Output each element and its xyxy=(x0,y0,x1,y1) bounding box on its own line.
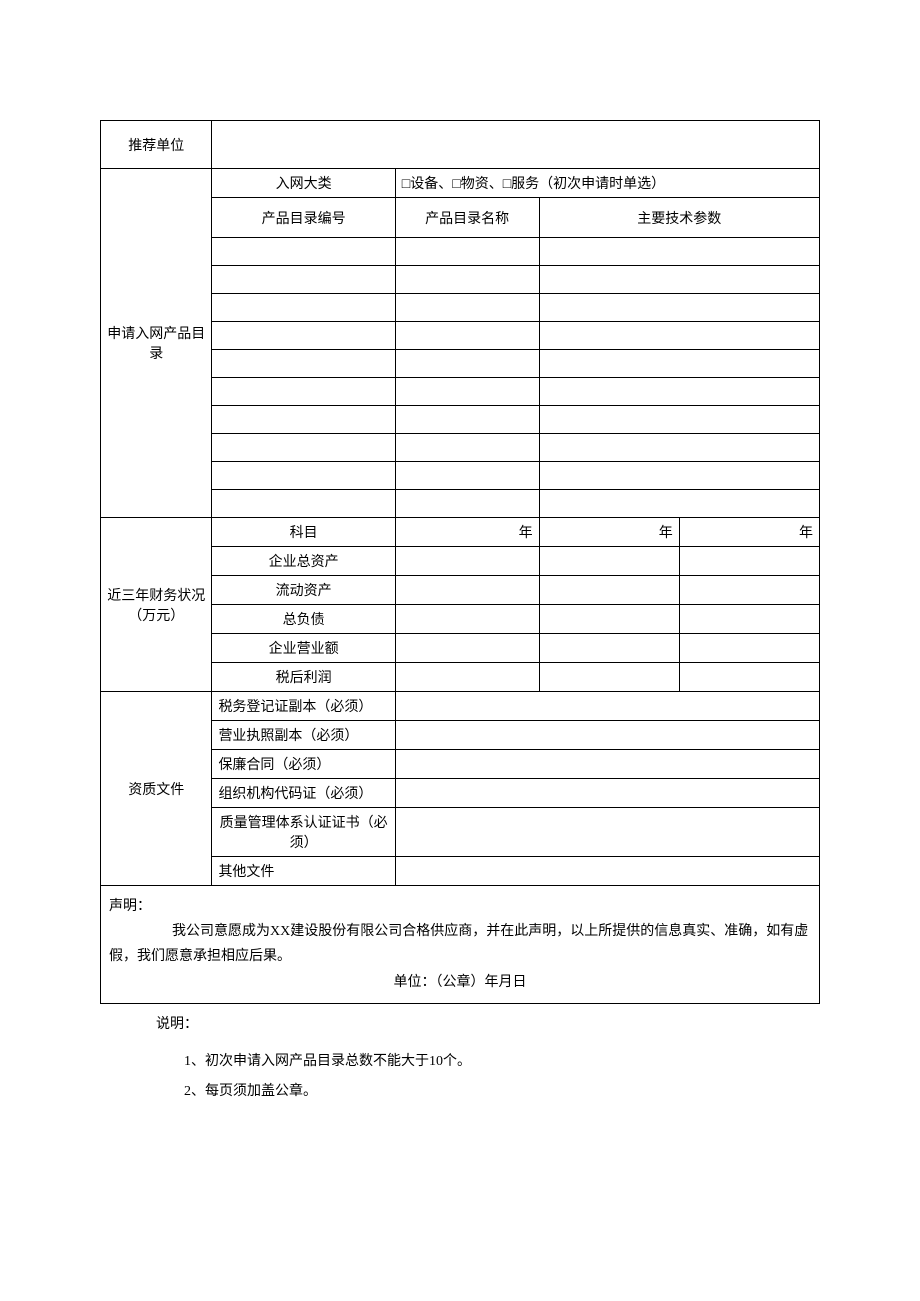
product-row-params xyxy=(539,406,819,434)
product-row-params xyxy=(539,266,819,294)
product-row-name xyxy=(395,406,539,434)
qualification-row-label: 其他文件 xyxy=(212,857,395,886)
financial-cell xyxy=(539,605,679,634)
product-name-header: 产品目录名称 xyxy=(395,198,539,238)
financial-cell xyxy=(679,547,819,576)
product-row-name xyxy=(395,462,539,490)
financial-year1-header: 年 xyxy=(395,518,539,547)
financial-row-label: 企业总资产 xyxy=(212,547,395,576)
financial-cell xyxy=(395,576,539,605)
qualification-row-label: 营业执照副本（必须） xyxy=(212,721,395,750)
product-row-code xyxy=(212,406,395,434)
product-row-params xyxy=(539,322,819,350)
financial-cell xyxy=(539,547,679,576)
product-row-code xyxy=(212,266,395,294)
product-row-code xyxy=(212,350,395,378)
financial-row-label: 企业营业额 xyxy=(212,634,395,663)
notes-title: 说明： xyxy=(100,1010,820,1041)
financial-cell xyxy=(539,576,679,605)
qualification-row-value xyxy=(395,692,819,721)
financial-status-label: 近三年财务状况（万元） xyxy=(101,518,212,692)
financial-year2-header: 年 xyxy=(539,518,679,547)
declaration-cell: 声明： 我公司意愿成为XX建设股份有限公司合格供应商，并在此声明，以上所提供的信… xyxy=(101,886,820,1004)
product-row-code xyxy=(212,294,395,322)
product-code-header: 产品目录编号 xyxy=(212,198,395,238)
product-row-code xyxy=(212,490,395,518)
recommending-unit-label: 推荐单位 xyxy=(101,121,212,169)
financial-cell xyxy=(539,663,679,692)
network-category-label: 入网大类 xyxy=(212,169,395,198)
financial-cell xyxy=(395,663,539,692)
qualification-row-label: 保廉合同（必须） xyxy=(212,750,395,779)
qualification-row-value xyxy=(395,808,819,857)
product-row-params xyxy=(539,490,819,518)
qualification-row-label: 税务登记证副本（必须） xyxy=(212,692,395,721)
financial-year3-header: 年 xyxy=(679,518,819,547)
financial-cell xyxy=(679,663,819,692)
product-row-params xyxy=(539,378,819,406)
application-form-table: 推荐单位 申请入网产品目录 入网大类 □设备、□物资、□服务（初次申请时单选） … xyxy=(100,120,820,1004)
recommending-unit-value xyxy=(212,121,820,169)
notes-section: 说明： 1、初次申请入网产品目录总数不能大于10个。 2、每页须加盖公章。 xyxy=(100,1010,820,1108)
product-row-name xyxy=(395,490,539,518)
product-row-name xyxy=(395,350,539,378)
qualification-row-value xyxy=(395,857,819,886)
product-row-name xyxy=(395,378,539,406)
product-row-code xyxy=(212,238,395,266)
product-row-code xyxy=(212,322,395,350)
financial-cell xyxy=(395,547,539,576)
product-row-name xyxy=(395,294,539,322)
declaration-title: 声明： xyxy=(109,894,811,919)
qualification-row-value xyxy=(395,721,819,750)
declaration-signature: 单位：（公章）年月日 xyxy=(109,970,811,995)
qualification-row-label: 质量管理体系认证证书（必须） xyxy=(212,808,395,857)
declaration-body: 我公司意愿成为XX建设股份有限公司合格供应商，并在此声明，以上所提供的信息真实、… xyxy=(109,919,811,969)
qualification-row-value xyxy=(395,779,819,808)
financial-row-label: 流动资产 xyxy=(212,576,395,605)
product-catalog-section-label: 申请入网产品目录 xyxy=(101,169,212,518)
network-category-options: □设备、□物资、□服务（初次申请时单选） xyxy=(395,169,819,198)
tech-params-header: 主要技术参数 xyxy=(539,198,819,238)
financial-cell xyxy=(679,576,819,605)
financial-cell xyxy=(539,634,679,663)
financial-subject-header: 科目 xyxy=(212,518,395,547)
qualification-row-value xyxy=(395,750,819,779)
notes-item: 2、每页须加盖公章。 xyxy=(100,1077,820,1108)
financial-cell xyxy=(395,605,539,634)
product-row-params xyxy=(539,462,819,490)
product-row-code xyxy=(212,434,395,462)
financial-cell xyxy=(679,634,819,663)
financial-cell xyxy=(395,634,539,663)
product-row-params xyxy=(539,434,819,462)
product-row-params xyxy=(539,350,819,378)
financial-row-label: 税后利润 xyxy=(212,663,395,692)
product-row-name xyxy=(395,322,539,350)
notes-item: 1、初次申请入网产品目录总数不能大于10个。 xyxy=(100,1047,820,1078)
financial-cell xyxy=(679,605,819,634)
qualification-docs-label: 资质文件 xyxy=(101,692,212,886)
product-row-name xyxy=(395,238,539,266)
product-row-name xyxy=(395,266,539,294)
product-row-params xyxy=(539,238,819,266)
qualification-row-label: 组织机构代码证（必须） xyxy=(212,779,395,808)
product-row-params xyxy=(539,294,819,322)
product-row-code xyxy=(212,462,395,490)
product-row-code xyxy=(212,378,395,406)
product-row-name xyxy=(395,434,539,462)
financial-row-label: 总负债 xyxy=(212,605,395,634)
